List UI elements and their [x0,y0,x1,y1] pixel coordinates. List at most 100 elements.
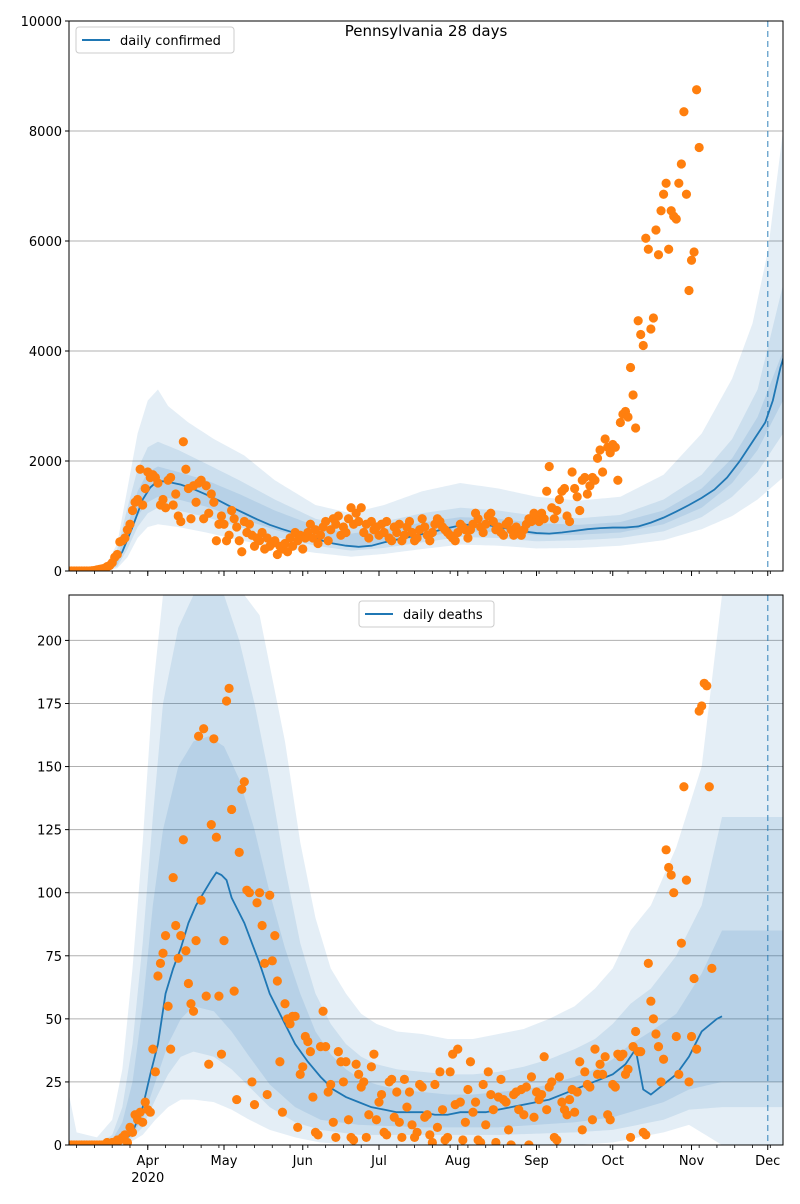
deaths-data-point [328,1117,338,1127]
confirmed-data-point [160,503,171,513]
deaths-data-point [267,956,277,966]
x-tick-label: May [211,1154,238,1169]
confirmed-data-point [333,511,343,521]
deaths-data-point [692,1044,702,1054]
confirmed-data-point [211,536,221,546]
confirmed-data-points [69,85,704,571]
deaths-data-point [476,1137,486,1145]
confirmed-data-point [623,412,633,422]
deaths-data-point [526,1072,537,1082]
deaths-data-point [481,1120,491,1130]
deaths-data-point [656,1077,666,1087]
confirmed-data-point [399,530,410,540]
deaths-data-point [354,1069,364,1079]
confirmed-data-point [671,214,681,224]
confirmed-y-tick-label: 4000 [29,345,62,360]
confirmed-data-point [364,533,374,543]
chart-title: Pennsylvania 28 days [345,22,508,40]
deaths-data-point [361,1132,371,1143]
confirmed-data-point [544,461,554,472]
deaths-data-point [686,1031,697,1042]
deaths-band [69,595,783,1145]
confirmed-data-point [234,536,244,546]
deaths-data-point [262,1089,272,1100]
deaths-data-point [397,1132,407,1143]
confirmed-data-point [554,494,564,505]
deaths-data-point [577,1125,587,1135]
confirmed-data-point [631,423,641,433]
deaths-data-point [506,1140,516,1145]
confirmed-data-point [237,547,247,557]
deaths-data-point [412,1127,422,1137]
confirmed-legend: daily confirmed [75,26,235,54]
confirmed-data-point [168,500,178,510]
confirmed-data-point [331,519,341,529]
deaths-data-point [341,1057,351,1067]
deaths-data-point [417,1082,427,1092]
confirmed-data-point [539,514,549,524]
confirmed-y-tick-label: 10000 [21,15,62,30]
x-tick-label: Dec [755,1154,780,1169]
deaths-data-point [333,1047,343,1057]
confirmed-data-point [417,514,427,524]
deaths-data-point [293,1122,303,1132]
confirmed-data-point [600,434,610,444]
confirmed-data-point [582,489,592,499]
deaths-panel: 0 25 50 75 100 125 150 175 200 Apr May Jun Jul Aug Se… [37,594,784,1186]
deaths-data-point [442,1132,453,1143]
deaths-data-point [196,895,206,905]
confirmed-panel: 0 2000 4000 6000 8000 10000 Pennsylvania 28 d… [21,15,784,580]
deaths-data-point [453,1044,463,1054]
deaths-data-point [153,971,163,981]
confirmed-uncertainty-bands [69,131,783,571]
confirmed-data-point [227,505,237,516]
confirmed-data-point [450,536,460,546]
confirmed-data-point [633,316,643,326]
deaths-data-point [651,1029,661,1039]
deaths-data-point [422,1110,432,1120]
deaths-data-point [564,1094,575,1105]
deaths-data-point [290,1011,300,1021]
confirmed-data-point [542,486,552,496]
deaths-y-tick-label: 125 [37,824,62,839]
confirmed-data-point [232,522,242,532]
confirmed-legend-box [75,26,235,54]
deaths-band [69,595,783,1145]
deaths-data-point [595,1059,605,1069]
confirmed-data-point [636,329,646,340]
deaths-data-point [216,1049,227,1059]
confirmed-data-point [112,549,122,560]
deaths-data-point [445,1067,455,1077]
deaths-data-point [575,1057,585,1067]
deaths-data-point [463,1084,473,1095]
deaths-data-point [270,930,280,941]
deaths-data-point [430,1079,440,1090]
deaths-data-point [303,1036,313,1047]
x-tick-label: Nov [679,1154,705,1169]
deaths-gridlines [69,639,783,1083]
confirmed-data-point [681,189,692,199]
x-axis-year-label: 2020 [131,1171,164,1186]
confirmed-data-point [686,255,697,265]
confirmed-data-point [135,464,145,474]
deaths-data-point [597,1069,608,1079]
confirmed-data-point [392,527,402,538]
deaths-data-point [158,948,168,958]
confirmed-x-axis-ticks [76,571,771,576]
deaths-data-point [257,920,267,931]
deaths-data-point [127,1127,138,1137]
confirmed-data-point [153,478,163,488]
confirmed-data-point [692,85,702,95]
confirmed-data-point [181,464,191,474]
deaths-data-point [529,1112,539,1122]
deaths-legend-box [358,600,495,628]
confirmed-data-point [204,508,214,518]
confirmed-data-point [503,516,514,527]
confirmed-data-point [684,285,694,296]
confirmed-data-point [341,527,351,538]
confirmed-data-point [387,536,397,546]
deaths-data-point [437,1105,448,1115]
confirmed-data-point [653,250,664,260]
deaths-data-point [351,1059,361,1069]
